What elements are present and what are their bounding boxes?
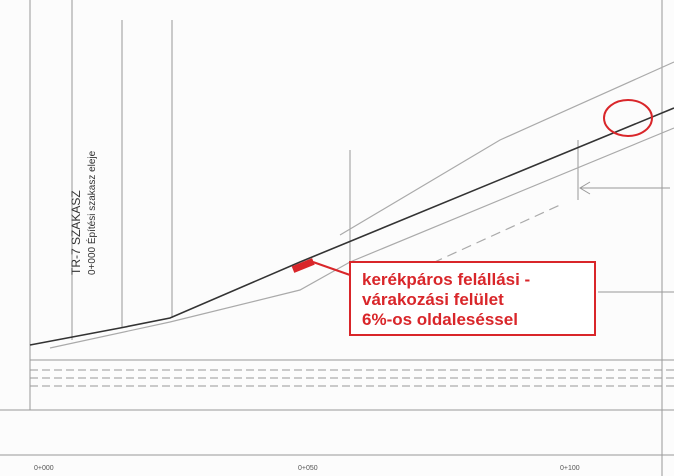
callout-text: kerékpáros felállási -	[362, 270, 530, 289]
callout-box	[349, 261, 596, 336]
station-label: 0+000	[34, 465, 54, 472]
callout-text: 6%-os oldaleséssel	[362, 310, 518, 329]
profile-line	[29, 107, 674, 346]
station-label: 0+050	[298, 465, 318, 472]
callout-text: várakozási felület	[362, 290, 504, 309]
highlight-mark	[291, 258, 315, 273]
upper-line	[339, 61, 674, 236]
arrow	[579, 181, 591, 195]
callout-line	[312, 261, 351, 276]
section-title: TR-7 SZAKASZ	[69, 190, 83, 275]
lower-line	[49, 127, 674, 349]
section-subtitle: 0+000 Építési szakasz eleje	[85, 150, 98, 275]
highlight-circle	[603, 99, 653, 137]
station-label: 0+100	[560, 465, 580, 472]
